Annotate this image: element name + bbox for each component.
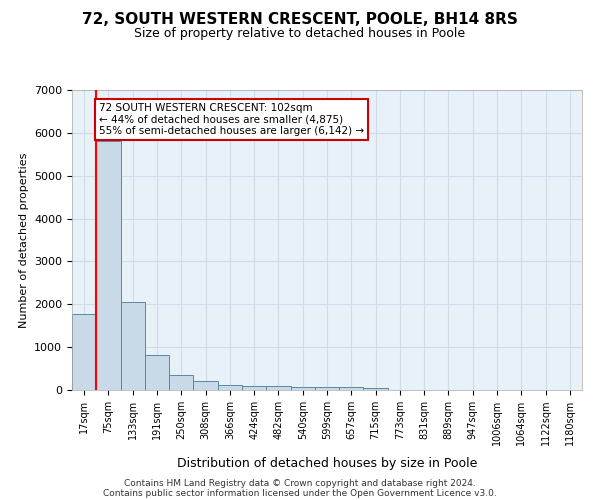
- Bar: [96, 142, 121, 390]
- Bar: [315, 387, 339, 390]
- Text: 72 SOUTH WESTERN CRESCENT: 102sqm
← 44% of detached houses are smaller (4,875)
5: 72 SOUTH WESTERN CRESCENT: 102sqm ← 44% …: [99, 103, 364, 136]
- Bar: [266, 386, 290, 390]
- Text: Size of property relative to detached houses in Poole: Size of property relative to detached ho…: [134, 28, 466, 40]
- Bar: [339, 388, 364, 390]
- Bar: [145, 355, 169, 390]
- Text: Contains HM Land Registry data © Crown copyright and database right 2024.: Contains HM Land Registry data © Crown c…: [124, 478, 476, 488]
- Bar: [290, 386, 315, 390]
- Text: 72, SOUTH WESTERN CRESCENT, POOLE, BH14 8RS: 72, SOUTH WESTERN CRESCENT, POOLE, BH14 …: [82, 12, 518, 28]
- Bar: [72, 314, 96, 390]
- Text: Contains public sector information licensed under the Open Government Licence v3: Contains public sector information licen…: [103, 488, 497, 498]
- Bar: [242, 386, 266, 390]
- Bar: [121, 302, 145, 390]
- Bar: [193, 381, 218, 390]
- Bar: [169, 374, 193, 390]
- Y-axis label: Number of detached properties: Number of detached properties: [19, 152, 29, 328]
- Bar: [364, 388, 388, 390]
- Text: Distribution of detached houses by size in Poole: Distribution of detached houses by size …: [177, 458, 477, 470]
- Bar: [218, 385, 242, 390]
